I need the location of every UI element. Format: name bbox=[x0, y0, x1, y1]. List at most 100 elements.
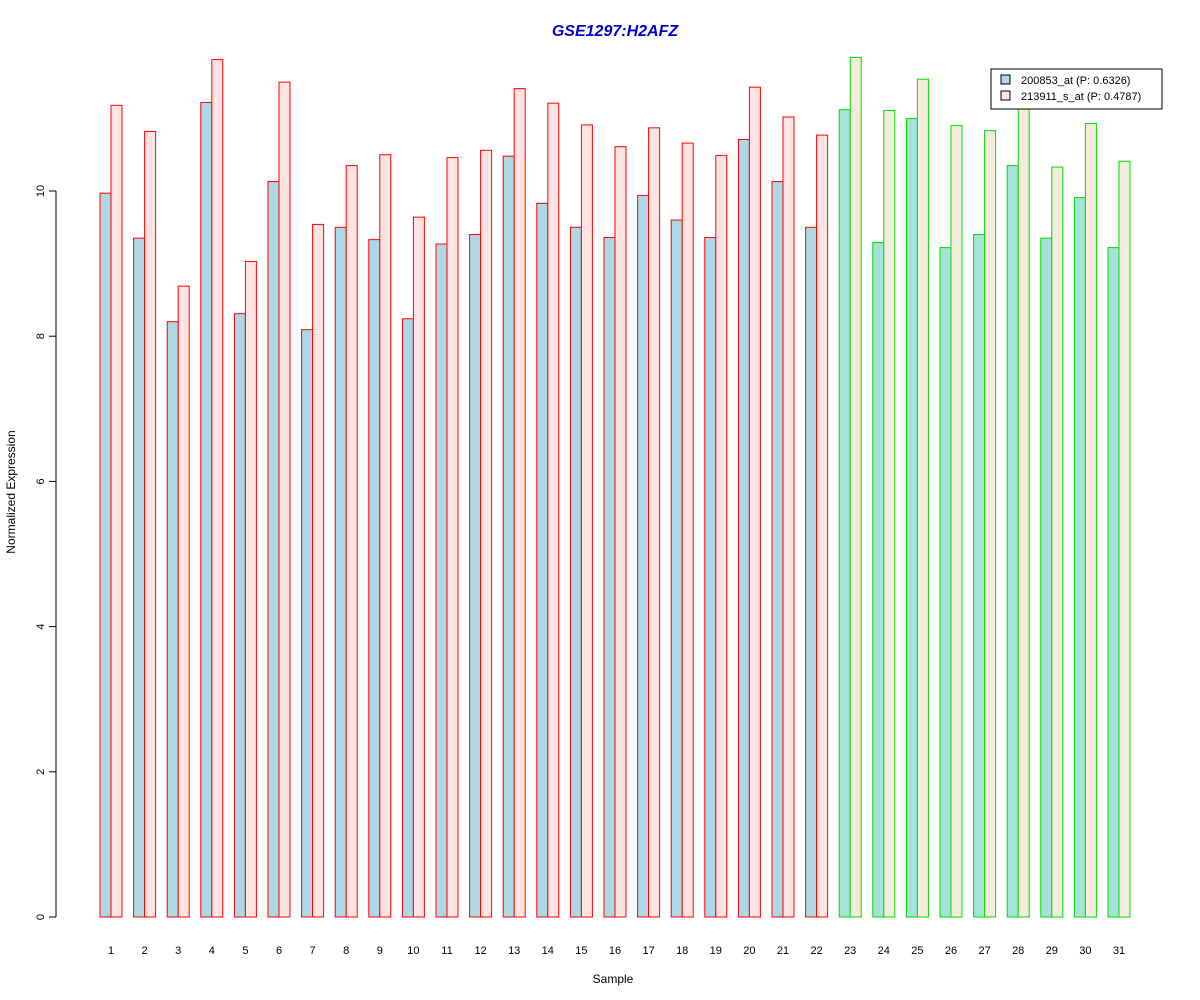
x-tick-label: 28 bbox=[1012, 945, 1024, 957]
bar-sample-27-series-2 bbox=[984, 130, 997, 918]
bar-sample-26-series-1 bbox=[939, 247, 952, 918]
y-axis: 0 2 4 6 8 10 bbox=[35, 185, 57, 920]
legend-swatch-series-1 bbox=[1000, 74, 1011, 85]
x-tick-label: 26 bbox=[945, 945, 957, 957]
legend-box bbox=[990, 68, 1163, 110]
x-tick-label: 14 bbox=[542, 945, 554, 957]
x-tick-label: 29 bbox=[1046, 945, 1058, 957]
x-tick-label: 11 bbox=[441, 945, 452, 957]
x-tick-label: 27 bbox=[978, 945, 990, 957]
x-tick-label: 9 bbox=[377, 945, 383, 957]
x-tick-label: 7 bbox=[310, 945, 316, 957]
x-tick-label: 30 bbox=[1079, 945, 1091, 957]
bar-sample-22-series-2 bbox=[816, 134, 829, 918]
y-tick-label: 10 bbox=[35, 185, 47, 197]
bar-sample-29-series-1 bbox=[1040, 237, 1053, 918]
x-axis-label: Sample bbox=[593, 972, 634, 986]
x-tick-label: 15 bbox=[575, 945, 587, 957]
bar-sample-1-series-1 bbox=[99, 192, 112, 918]
bar-sample-26-series-2 bbox=[950, 125, 963, 918]
y-tick-label: 4 bbox=[35, 624, 47, 630]
bar-sample-13-series-2 bbox=[513, 88, 526, 918]
bar-sample-9-series-1 bbox=[368, 239, 381, 918]
bar-sample-19-series-1 bbox=[704, 236, 717, 918]
bar-sample-2-series-1 bbox=[133, 237, 146, 918]
bar-sample-15-series-1 bbox=[569, 226, 582, 918]
bar-sample-4-series-2 bbox=[211, 59, 224, 918]
bar-sample-3-series-1 bbox=[166, 321, 179, 918]
x-tick-label: 5 bbox=[242, 945, 248, 957]
bar-sample-14-series-2 bbox=[547, 102, 560, 918]
x-tick-label: 22 bbox=[810, 945, 822, 957]
bar-sample-10-series-1 bbox=[401, 318, 414, 918]
x-tick-label: 6 bbox=[276, 945, 282, 957]
bar-sample-16-series-2 bbox=[614, 146, 627, 918]
bar-sample-23-series-2 bbox=[849, 56, 862, 918]
bar-sample-30-series-2 bbox=[1084, 122, 1097, 918]
bar-sample-8-series-1 bbox=[334, 226, 347, 918]
y-axis-label: Normalized Expression bbox=[4, 430, 18, 553]
bar-sample-5-series-1 bbox=[233, 313, 246, 918]
bar-sample-23-series-1 bbox=[838, 109, 851, 918]
bar-sample-17-series-2 bbox=[648, 127, 661, 918]
bar-sample-14-series-1 bbox=[536, 202, 549, 918]
legend-label-series-1: 200853_at (P: 0.6326) bbox=[1021, 75, 1130, 87]
x-tick-label: 1 bbox=[108, 945, 114, 957]
bar-sample-11-series-2 bbox=[446, 157, 459, 918]
x-tick-label: 12 bbox=[474, 945, 486, 957]
bar-sample-24-series-1 bbox=[872, 242, 885, 918]
legend-label-series-2: 213911_s_at (P: 0.4787) bbox=[1021, 91, 1141, 103]
bar-sample-21-series-1 bbox=[771, 181, 784, 918]
x-tick-label: 18 bbox=[676, 945, 688, 957]
x-tick-label: 3 bbox=[175, 945, 181, 957]
bar-sample-6-series-1 bbox=[267, 181, 280, 918]
x-tick-label: 17 bbox=[642, 945, 654, 957]
bar-sample-22-series-1 bbox=[805, 226, 818, 918]
bar-sample-25-series-1 bbox=[905, 117, 918, 918]
bar-sample-28-series-1 bbox=[1006, 165, 1019, 918]
bar-sample-13-series-1 bbox=[502, 155, 515, 918]
bar-sample-18-series-1 bbox=[670, 219, 683, 918]
legend-swatch-series-2 bbox=[1000, 90, 1011, 101]
bar-sample-8-series-2 bbox=[345, 165, 358, 918]
bar-sample-28-series-2 bbox=[1017, 103, 1030, 918]
x-tick-label: 8 bbox=[343, 945, 349, 957]
bar-sample-21-series-2 bbox=[782, 116, 795, 918]
x-tick-label: 19 bbox=[710, 945, 722, 957]
bar-sample-4-series-1 bbox=[200, 101, 213, 918]
x-tick-label: 2 bbox=[142, 945, 148, 957]
chart-title: GSE1297:H2AFZ bbox=[552, 23, 679, 40]
bar-sample-25-series-2 bbox=[916, 78, 929, 918]
y-tick-label: 8 bbox=[35, 333, 47, 339]
bar-sample-20-series-2 bbox=[748, 86, 761, 918]
bar-sample-1-series-2 bbox=[110, 104, 123, 918]
x-tick-label: 23 bbox=[844, 945, 856, 957]
bar-sample-12-series-2 bbox=[480, 149, 493, 918]
bar-sample-19-series-2 bbox=[715, 154, 728, 918]
bar-sample-5-series-2 bbox=[244, 260, 257, 918]
bar-sample-18-series-2 bbox=[681, 142, 694, 918]
bars-group bbox=[99, 56, 1131, 918]
bar-sample-20-series-1 bbox=[737, 138, 750, 918]
x-tick-label: 10 bbox=[407, 945, 419, 957]
y-tick-label: 2 bbox=[35, 769, 47, 775]
bar-sample-31-series-2 bbox=[1118, 160, 1131, 918]
x-tick-label: 21 bbox=[777, 945, 789, 957]
bar-sample-7-series-1 bbox=[301, 329, 314, 918]
x-tick-label: 16 bbox=[609, 945, 621, 957]
x-tick-labels: 1 2 3 4 5 6 7 8 9 10 11 12 13 14 15 16 17 18 19 20 21 22 23 24 2… bbox=[108, 945, 1125, 957]
bar-sample-27-series-1 bbox=[973, 234, 986, 918]
bar-sample-7-series-2 bbox=[312, 223, 325, 918]
bar-sample-3-series-2 bbox=[177, 285, 190, 918]
bar-sample-29-series-2 bbox=[1051, 166, 1064, 918]
bar-sample-16-series-1 bbox=[603, 236, 616, 918]
bar-sample-6-series-2 bbox=[278, 81, 291, 918]
x-tick-label: 24 bbox=[878, 945, 890, 957]
x-tick-label: 13 bbox=[508, 945, 520, 957]
y-tick-label: 0 bbox=[35, 914, 47, 920]
bar-sample-31-series-1 bbox=[1107, 247, 1120, 918]
bar-sample-2-series-2 bbox=[144, 130, 157, 918]
bar-sample-15-series-2 bbox=[580, 124, 593, 918]
x-tick-label: 25 bbox=[911, 945, 923, 957]
